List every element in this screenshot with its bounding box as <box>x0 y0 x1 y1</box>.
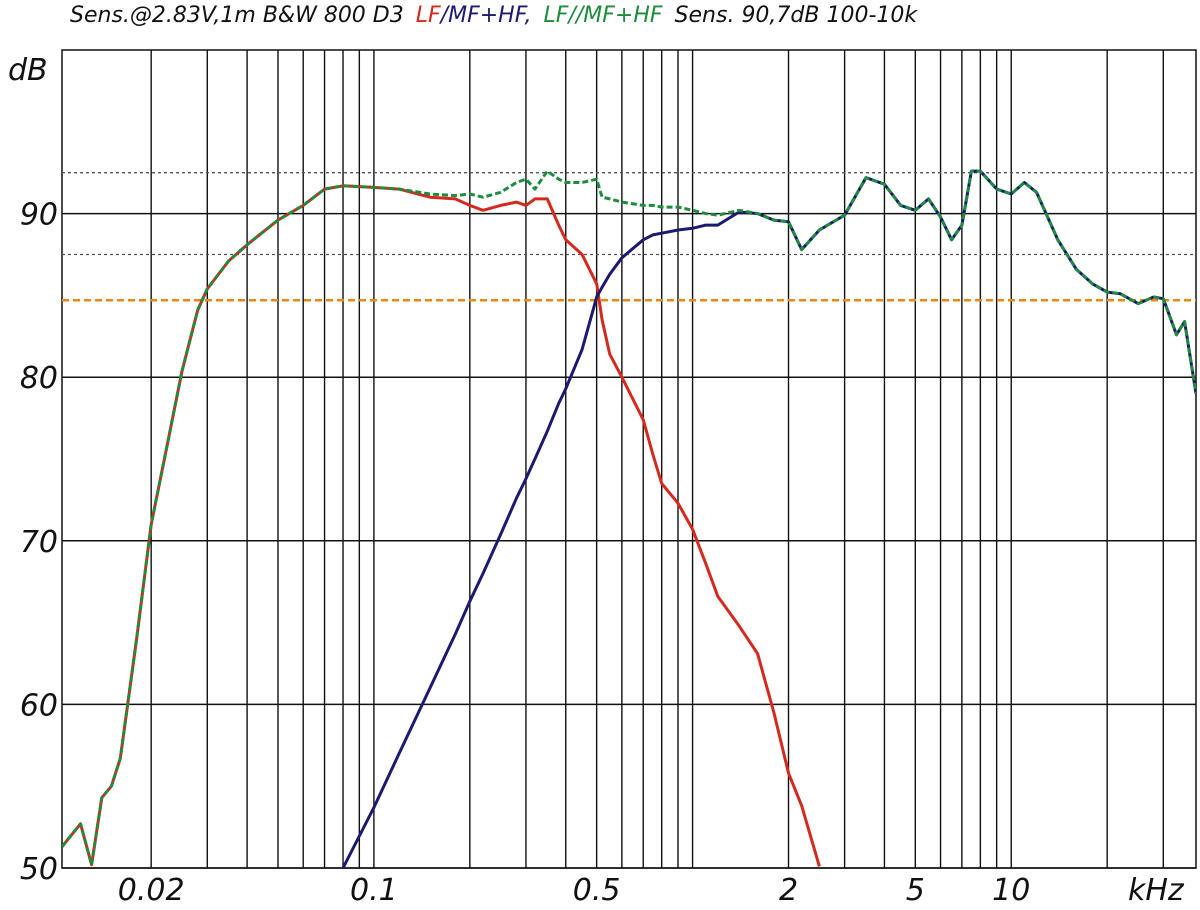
y-tick-label: 70 <box>20 525 58 560</box>
x-tick-label: 0.5 <box>573 873 621 908</box>
legend-entry: LF//MF+HF <box>544 3 663 28</box>
chart-subtitle: Sens. 90,7dB 100-10k <box>675 3 919 28</box>
series-group <box>62 169 1196 868</box>
chart-title-line: Sens.@2.83V,1m B&W 800 D3 LF/MF+HF, LF//MF… <box>70 3 918 28</box>
y-tick-label: 90 <box>20 198 58 233</box>
x-tick-label: 10 <box>992 873 1030 908</box>
x-axis-label: kHz <box>1128 873 1185 908</box>
y-tick-label: 80 <box>20 361 58 396</box>
chart-title: Sens.@2.83V,1m B&W 800 D3 <box>70 3 404 28</box>
x-tick-label: 0.1 <box>350 873 398 908</box>
legend-separator: / <box>439 3 451 28</box>
x-tick-label: 2 <box>779 873 798 908</box>
x-tick-label: 0.02 <box>118 873 185 908</box>
legend-entry: MF+HF <box>448 3 528 28</box>
legend-entry: LF <box>416 3 441 28</box>
y-tick-label: 60 <box>20 688 58 723</box>
legend-separator: , <box>525 3 532 28</box>
x-tick-label: 5 <box>906 873 925 908</box>
plot-area <box>61 49 1197 869</box>
y-axis-label: dB <box>8 53 48 88</box>
series-line <box>62 169 1196 867</box>
y-tick-label: 50 <box>20 852 58 887</box>
